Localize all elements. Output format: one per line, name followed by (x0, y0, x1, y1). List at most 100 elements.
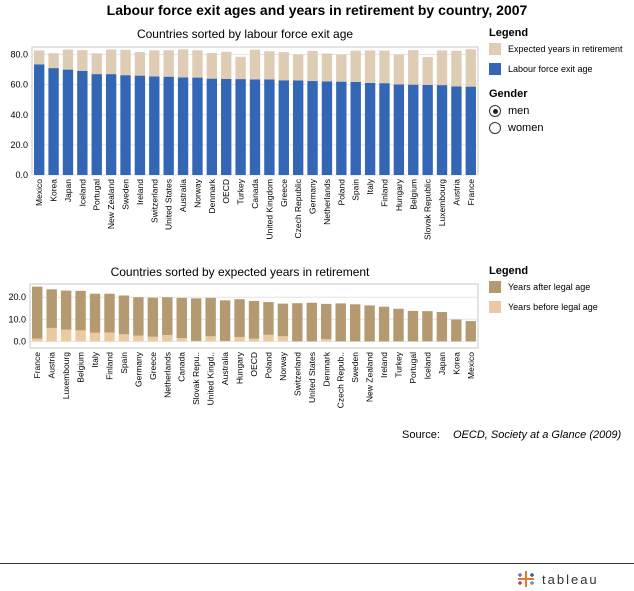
bar-segment (105, 74, 117, 175)
logo-text: tableau (542, 571, 599, 587)
bar-segment (264, 51, 275, 80)
x-tick-label: Finland (379, 179, 389, 207)
bar-segment (133, 335, 144, 342)
x-tick-label: United States (307, 352, 317, 403)
x-tick-label: Norway (192, 178, 202, 208)
y-tick-label: 0.0 (13, 336, 26, 346)
footer-divider (0, 563, 634, 564)
legend-item-after-legal: Years after legal age (489, 281, 590, 293)
bar-segment (77, 50, 88, 71)
bar-segment (75, 330, 86, 342)
bar-segment (133, 297, 144, 336)
x-tick-label: Sweden (121, 179, 131, 210)
tableau-logo[interactable]: tableau (515, 568, 599, 590)
x-tick-label: Hungary (394, 178, 404, 211)
bar-segment (118, 334, 130, 342)
bar-segment (34, 64, 45, 175)
x-tick-label: Netherlands (162, 352, 172, 398)
bar-segment (292, 303, 303, 342)
x-tick-label: France (466, 179, 476, 206)
bar-segment (120, 75, 131, 175)
radio-button-icon[interactable] (489, 105, 501, 117)
x-tick-label: Ireland (135, 179, 145, 205)
x-tick-label: Iceland (77, 179, 87, 207)
x-tick-label: United Kingd.. (206, 352, 216, 405)
bar-segment (379, 83, 390, 175)
x-tick-label: Greece (148, 352, 158, 380)
bar-segment (147, 336, 159, 342)
bar-segment (149, 50, 160, 77)
x-tick-label: Belgium (76, 352, 86, 383)
gender-option-women[interactable]: women (489, 122, 543, 134)
bar-segment (48, 68, 59, 175)
x-tick-label: Netherlands (322, 179, 332, 225)
bar-segment (292, 80, 304, 175)
bar-segment (234, 299, 245, 337)
bar-segment (451, 50, 462, 87)
bar-segment (60, 329, 72, 342)
bar-segment (177, 49, 189, 78)
x-tick-label: United States (164, 179, 174, 230)
bar-segment (349, 304, 361, 342)
bar-segment (91, 74, 102, 175)
bar-segment (379, 50, 390, 84)
bar-segment (205, 297, 216, 337)
radio-button-icon[interactable] (489, 122, 501, 134)
legend-title: Legend (489, 27, 529, 39)
x-tick-label: Canada (177, 352, 187, 382)
bar-segment (277, 336, 289, 342)
bar-segment (104, 332, 115, 342)
bar-segment (278, 80, 289, 175)
x-tick-label: Iceland (422, 352, 432, 380)
x-tick-label: Belgium (408, 179, 418, 210)
gender-option-men[interactable]: men (489, 105, 529, 117)
x-tick-label: Korea (49, 179, 59, 202)
bar-segment (134, 75, 146, 175)
legend-swatch (489, 43, 501, 55)
bar-segment (335, 303, 346, 342)
x-tick-label: OECD (249, 352, 259, 377)
plot-frame (29, 283, 479, 349)
bar-segment (206, 53, 218, 79)
bar-segment (422, 84, 433, 175)
source-note: Source: OECD, Society at a Glance (2009) (402, 429, 621, 441)
legend-swatch (489, 301, 501, 313)
legend-swatch (489, 63, 501, 75)
x-tick-label: United Kingdom (264, 179, 274, 239)
x-tick-label: Austria (451, 179, 461, 206)
bar-segment (321, 339, 332, 342)
x-tick-label: Germany (133, 351, 143, 387)
bar-segment (307, 50, 318, 82)
bar-segment (408, 50, 419, 85)
bar-segment (364, 305, 375, 342)
y-tick-label: 60.0 (10, 80, 28, 90)
bar-segment (364, 82, 376, 175)
bar-segment (234, 336, 245, 342)
bar-segment (451, 319, 462, 342)
bar-segment (465, 86, 476, 175)
page-title: Labour force exit ages and years in reti… (106, 2, 528, 18)
bar-segment (378, 306, 390, 342)
bar-segment (176, 338, 187, 342)
bar-segment (105, 49, 117, 75)
legend-label: Expected years in retirement (508, 44, 623, 54)
bar-segment (292, 54, 304, 81)
x-tick-label: Germany (308, 178, 318, 214)
legend-item-exit-age: Labour force exit age (489, 63, 593, 75)
x-tick-label: France (32, 352, 42, 379)
bar-segment (465, 49, 476, 87)
bar-segment (163, 50, 174, 77)
bar-segment (277, 303, 289, 337)
x-tick-label: Portugal (92, 179, 102, 211)
x-tick-label: Poland (263, 352, 273, 379)
x-tick-label: Spain (119, 352, 129, 374)
bar-segment (32, 286, 43, 339)
x-tick-label: Australia (220, 352, 230, 385)
x-tick-label: Mexico (34, 179, 44, 206)
x-tick-label: Denmark (321, 351, 331, 386)
bar-segment (147, 297, 159, 337)
y-tick-label: 80.0 (10, 50, 28, 60)
bar-segment (176, 297, 187, 339)
legend-label: Years before legal age (508, 302, 598, 312)
x-tick-label: Turkey (394, 351, 404, 377)
